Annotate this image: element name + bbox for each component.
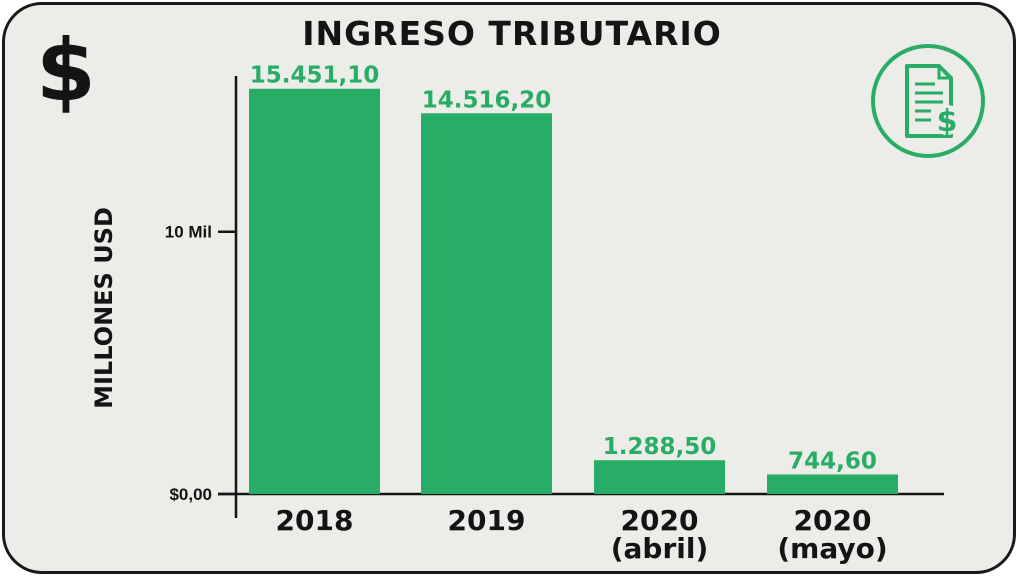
x-tick-label: 2020 (621, 504, 699, 537)
bar (249, 88, 380, 495)
chart-title: INGRESO TRIBUTARIO (302, 14, 722, 53)
data-label: 14.516,20 (422, 87, 552, 113)
x-tick-label: 2018 (276, 504, 354, 537)
x-tick-label: 2020 (794, 504, 872, 537)
bar (767, 474, 898, 494)
y-axis-label: MILLONES USD (90, 207, 118, 409)
data-label: 744,60 (788, 448, 877, 474)
x-tick-label: (mayo) (777, 532, 887, 565)
x-tick-label: (abril) (611, 532, 709, 565)
invoice-dollar-icon: $ (871, 44, 985, 158)
x-tick-label: 2019 (448, 504, 526, 537)
dollar-icon: $ (36, 21, 96, 121)
data-label: 15.451,10 (250, 63, 380, 89)
y-tick-label: $0,00 (169, 485, 212, 504)
y-tick-label: 10 Mil (165, 223, 212, 242)
bar (421, 113, 552, 495)
data-label: 1.288,50 (603, 434, 717, 460)
bar (594, 460, 725, 494)
svg-text:$: $ (937, 104, 958, 139)
